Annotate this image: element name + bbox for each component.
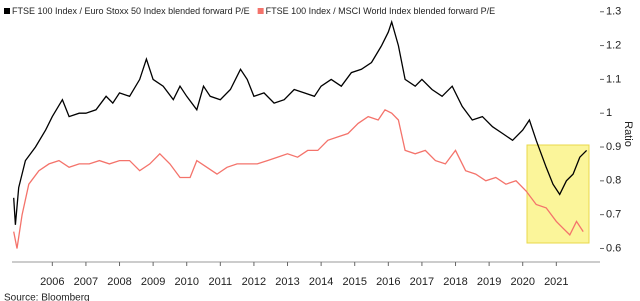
y-axis-label: Ratio bbox=[622, 121, 634, 147]
x-tick-label: 2015 bbox=[342, 276, 366, 288]
y-tick-label: 0.6 bbox=[606, 242, 621, 254]
y-tick-label: 1.3 bbox=[606, 6, 621, 18]
legend-swatch bbox=[257, 8, 264, 14]
y-tick-label: 1.1 bbox=[606, 73, 621, 85]
series-line bbox=[13, 19, 588, 225]
x-tick-label: 2009 bbox=[141, 276, 165, 288]
y-tick-label: 1 bbox=[606, 107, 612, 119]
x-tick-label: 2006 bbox=[40, 276, 64, 288]
legend-label: FTSE 100 Index / MSCI World Index blende… bbox=[266, 6, 495, 16]
x-tick-label: 2013 bbox=[275, 276, 299, 288]
x-tick-label: 2011 bbox=[208, 276, 232, 288]
x-tick-label: 2008 bbox=[107, 276, 131, 288]
y-tick-label: 0.7 bbox=[606, 209, 621, 221]
legend-swatch bbox=[4, 8, 10, 14]
x-tick-label: 2010 bbox=[174, 276, 198, 288]
series-line bbox=[13, 108, 584, 249]
source-note: Source: Bloomberg bbox=[4, 293, 90, 301]
x-tick-label: 2018 bbox=[443, 276, 467, 288]
x-tick-label: 2016 bbox=[376, 276, 400, 288]
legend-label: FTSE 100 Index / Euro Stoxx 50 Index ble… bbox=[12, 6, 250, 16]
x-tick-label: 2020 bbox=[510, 276, 534, 288]
x-tick-label: 2019 bbox=[477, 276, 501, 288]
x-tick-label: 2007 bbox=[74, 276, 98, 288]
x-tick-label: 2021 bbox=[544, 276, 568, 288]
y-tick-label: 0.8 bbox=[606, 175, 621, 187]
x-tick-label: 2012 bbox=[242, 276, 266, 288]
legend: FTSE 100 Index / Euro Stoxx 50 Index ble… bbox=[4, 6, 495, 16]
y-tick-label: 0.9 bbox=[606, 141, 621, 153]
x-tick-label: 2014 bbox=[309, 276, 333, 288]
y-tick-label: 1.2 bbox=[606, 39, 621, 51]
highlight-box bbox=[526, 144, 590, 244]
x-tick-label: 2017 bbox=[410, 276, 434, 288]
